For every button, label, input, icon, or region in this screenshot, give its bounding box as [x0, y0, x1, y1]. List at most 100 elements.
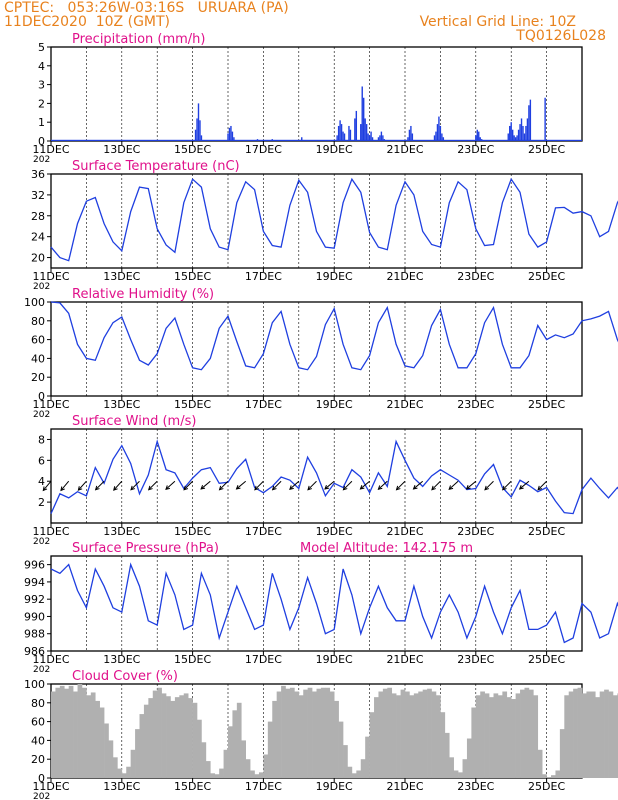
wind-arrow-head: [484, 485, 489, 491]
header-grid-note: Vertical Grid Line: 10Z: [419, 14, 576, 30]
cloud-bar: [285, 688, 291, 778]
y-tick-label: 2: [38, 496, 45, 509]
y-tick-label: 4: [38, 60, 45, 73]
wind-arrow-head: [113, 486, 118, 491]
x-tick-label-cut: 202: [33, 537, 50, 547]
x-tick-label: 11DEC: [32, 780, 69, 793]
wind-arrow-shaft: [378, 480, 388, 490]
x-tick-label: 21DEC: [386, 143, 423, 156]
cloud-bar: [334, 700, 339, 778]
precip-bar: [370, 131, 372, 141]
x-tick-label: 21DEC: [386, 525, 423, 538]
y-tick-label: 60: [31, 716, 45, 729]
cloud-bar: [281, 685, 286, 778]
x-tick-label: 23DEC: [457, 525, 494, 538]
precip-bar: [514, 137, 517, 141]
cloud-bar: [528, 689, 534, 778]
wind-arrow: [307, 480, 317, 491]
wind-arrow-shaft: [165, 480, 176, 490]
cloud-bar: [272, 700, 277, 778]
precip-bar: [411, 133, 414, 141]
x-tick-label: 17DEC: [245, 525, 282, 538]
cloud-bar: [582, 693, 587, 778]
wind-arrow: [147, 480, 158, 491]
wind-arrow: [431, 480, 441, 491]
cloud-bar: [276, 691, 282, 778]
x-tick-label-cut: 202: [33, 282, 50, 292]
cloud-bar: [95, 700, 100, 778]
cloud-bar: [391, 693, 397, 778]
panel-title: Precipitation (mm/h): [72, 32, 205, 47]
wind-arrow-shaft: [502, 480, 512, 491]
precip-bar: [441, 133, 443, 141]
y-tick-label: 28: [31, 210, 45, 223]
wind-arrow-head: [42, 486, 48, 492]
cloud-bar: [595, 697, 600, 778]
cloud-bar: [360, 759, 366, 778]
cloud-bar: [431, 691, 437, 778]
precip-bar: [377, 137, 380, 141]
precip-bar: [348, 125, 350, 141]
wind-arrow-head: [147, 485, 153, 491]
x-tick-label: 21DEC: [386, 653, 423, 666]
cloud-bar: [471, 707, 477, 778]
cloud-bar: [466, 738, 472, 778]
cloud-bar: [475, 695, 481, 778]
precip-bar: [523, 133, 526, 141]
cloud-bar: [174, 697, 180, 778]
wind-arrow-head: [359, 485, 365, 490]
precip-bar: [529, 99, 532, 141]
cloud-bar: [166, 696, 171, 778]
cloud-bar: [64, 688, 69, 778]
wind-arrow-head: [537, 485, 543, 491]
cloud-bar: [312, 691, 317, 778]
wind-arrow-shaft: [272, 480, 282, 491]
precip-bar: [407, 137, 409, 141]
cloud-bar: [143, 704, 149, 778]
cloud-bar: [267, 721, 273, 778]
x-tick-label: 17DEC: [245, 653, 282, 666]
wind-arrow: [324, 480, 335, 490]
precip-bar: [379, 135, 381, 141]
precip-bar: [436, 124, 439, 141]
y-tick-label: 986: [24, 645, 45, 658]
cloud-bar: [316, 688, 322, 778]
wind-arrow: [183, 480, 193, 491]
cloud-bar: [378, 691, 384, 778]
cloud-bar: [400, 689, 406, 778]
precip-baseline: [51, 139, 582, 141]
wind-arrow: [113, 480, 123, 491]
cloud-bar: [387, 687, 393, 778]
cloud-bar: [263, 754, 269, 778]
cloud-bar: [564, 695, 570, 778]
cloud-bar: [232, 710, 238, 778]
precip-bar: [435, 131, 437, 141]
cloud-bar: [77, 684, 83, 778]
cloud-bar: [55, 687, 61, 778]
cloud-bar: [152, 690, 158, 778]
cloud-bar: [135, 729, 140, 778]
cloud-bar: [86, 695, 92, 778]
cloud-bar: [365, 736, 370, 778]
y-tick-label: 990: [24, 610, 45, 623]
precip-bar: [442, 137, 445, 141]
wind-arrow: [271, 480, 282, 491]
precip-bar: [528, 105, 530, 141]
cloud-bar: [183, 693, 189, 778]
wind-arrow-head: [94, 485, 100, 491]
cloud-bar: [148, 698, 154, 778]
cloud-bar: [458, 772, 463, 778]
cloud-bar: [382, 688, 388, 778]
wind-arrow-shaft: [77, 480, 87, 491]
precip-bar: [340, 124, 343, 141]
cloud-bar: [99, 707, 105, 778]
wind-arrow-shaft: [60, 480, 70, 491]
wind-arrow: [377, 480, 388, 490]
wind-arrow-head: [183, 485, 189, 491]
precip-bar: [526, 118, 529, 141]
wind-arrow-shaft: [413, 480, 424, 490]
y-tick-label: 20: [31, 252, 45, 265]
precip-bar: [342, 131, 344, 141]
x-tick-label: 15DEC: [174, 780, 211, 793]
